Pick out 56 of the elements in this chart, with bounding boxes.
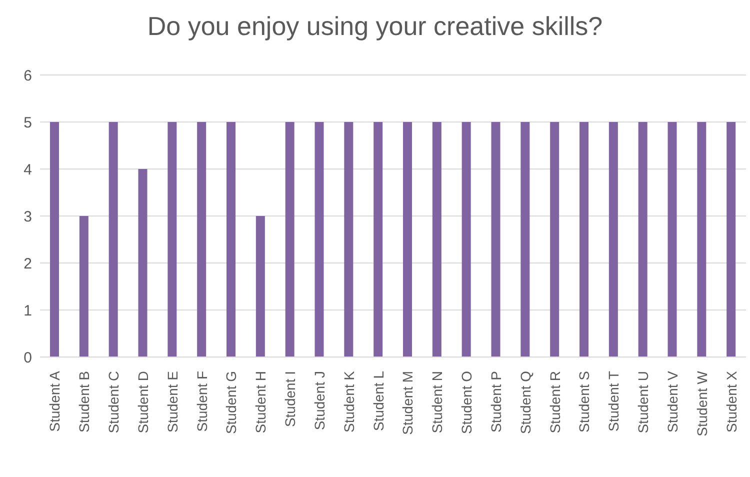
x-tick-label: Student C (106, 371, 122, 434)
x-tick-label: Student Q (517, 370, 534, 434)
x-tick-label: Student T (606, 370, 622, 432)
y-tick-label: 1 (24, 302, 32, 320)
y-tick-label: 4 (24, 161, 32, 178)
bar (108, 122, 118, 357)
bar (697, 122, 706, 357)
bar (726, 122, 736, 357)
x-tick-label: Student H (252, 371, 269, 434)
bar (374, 122, 383, 357)
bar (403, 122, 412, 357)
bar (285, 122, 294, 357)
x-tick-label: Student N (429, 371, 446, 434)
bar (226, 122, 236, 357)
x-tick-label: Student K (340, 370, 357, 432)
bar (432, 122, 442, 357)
y-tick-label: 6 (24, 67, 32, 84)
bar (50, 122, 59, 357)
x-tick-label: Student O (458, 370, 475, 434)
x-tick-label: Student V (664, 370, 680, 432)
y-tick-label: 3 (24, 208, 32, 226)
bar (520, 122, 530, 357)
bar (638, 122, 648, 357)
x-tick-label: Student P (488, 371, 504, 432)
x-tick-label: Student I (282, 371, 298, 428)
x-tick-label: Student L (370, 370, 386, 431)
bar (580, 122, 588, 357)
x-tick-label: Student A (46, 370, 63, 432)
x-tick-label: Student G (223, 371, 240, 434)
x-tick-label: Student R (546, 371, 563, 434)
x-tick-label: Student U (635, 371, 652, 434)
x-tick-label: Student J (311, 371, 328, 430)
x-tick-label: Student B (76, 371, 92, 432)
bar (550, 122, 560, 357)
bar (138, 169, 148, 357)
bar (314, 122, 324, 357)
y-tick-label: 0 (24, 349, 32, 366)
x-tick-label: Student M (400, 371, 416, 435)
bar (344, 122, 354, 357)
bar (491, 122, 500, 357)
x-tick-label: Student F (194, 371, 210, 432)
bar (256, 216, 265, 357)
x-tick-label: Student W (694, 370, 710, 436)
bar (79, 216, 88, 357)
y-tick-label: 2 (24, 255, 32, 272)
bar (608, 122, 618, 357)
chart-title: Do you enjoy using your creative skills? (146, 10, 604, 43)
x-tick-label: Student S (576, 371, 592, 432)
x-tick-label: Student X (723, 370, 740, 432)
bar (462, 122, 471, 357)
y-tick-label: 5 (24, 114, 32, 132)
bar (168, 122, 177, 357)
bar (668, 122, 677, 357)
x-tick-label: Student E (164, 371, 180, 432)
bar (197, 122, 206, 357)
x-tick-label: Student D (134, 371, 151, 434)
